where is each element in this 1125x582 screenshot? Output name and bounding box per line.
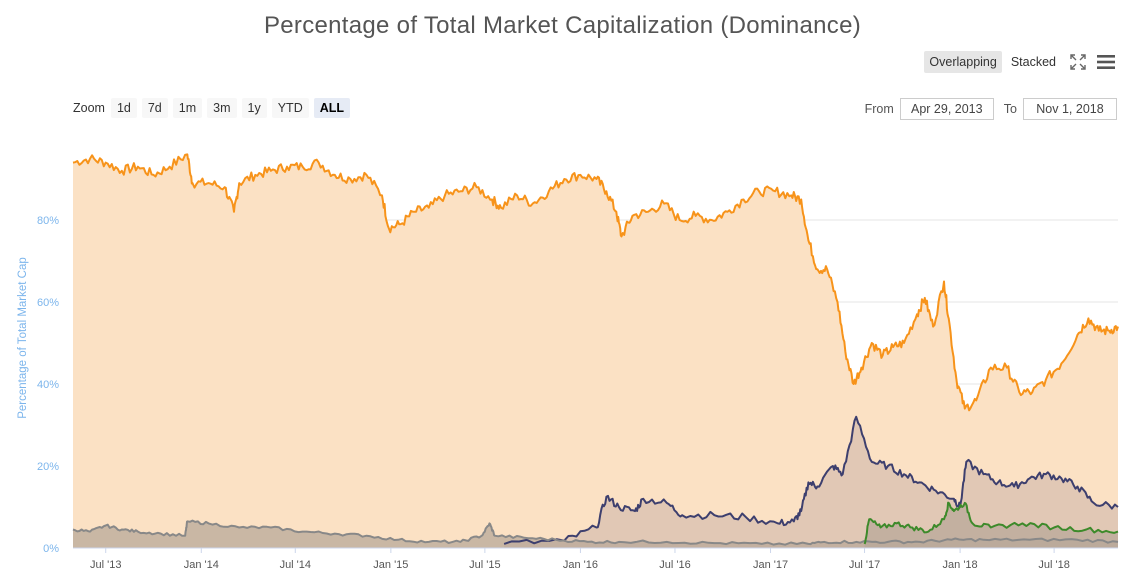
view-mode-toolbar: Overlapping Stacked bbox=[920, 51, 1117, 73]
x-tick-label: Jul '15 bbox=[469, 559, 500, 571]
zoom-label: Zoom bbox=[73, 101, 105, 115]
date-range: From Apr 29, 2013 To Nov 1, 2018 bbox=[865, 98, 1117, 120]
to-label: To bbox=[1003, 102, 1017, 116]
zoom-1m-button[interactable]: 1m bbox=[172, 98, 203, 118]
fullscreen-icon[interactable] bbox=[1067, 51, 1089, 73]
overlapping-button[interactable]: Overlapping bbox=[924, 51, 1002, 73]
series-1-area bbox=[73, 154, 1118, 548]
y-axis-title: Percentage of Total Market Cap bbox=[16, 257, 29, 419]
chart-title: Percentage of Total Market Capitalizatio… bbox=[263, 12, 862, 39]
series-4-line bbox=[863, 501, 1119, 545]
stacked-button[interactable]: Stacked bbox=[1010, 55, 1056, 69]
x-tick-label: Jul '13 bbox=[90, 559, 121, 571]
y-tick-label: 20% bbox=[37, 461, 59, 473]
series-4-area bbox=[864, 502, 1118, 548]
x-tick-label: Jul '18 bbox=[1038, 559, 1069, 571]
x-tick-label: Jan '18 bbox=[943, 559, 978, 571]
y-tick-label: 0% bbox=[43, 543, 59, 555]
x-tick-label: Jul '16 bbox=[659, 559, 690, 571]
x-tick-label: Jul '14 bbox=[280, 559, 311, 571]
x-tick-label: Jan '15 bbox=[373, 559, 408, 571]
zoom-all-button[interactable]: ALL bbox=[313, 98, 351, 118]
x-tick-label: Jan '17 bbox=[753, 559, 788, 571]
series-2-line bbox=[503, 415, 1119, 545]
x-tick-label: Jan '16 bbox=[563, 559, 598, 571]
series-3-area bbox=[73, 520, 1118, 548]
zoom-1y-button[interactable]: 1y bbox=[241, 98, 267, 118]
x-tick-label: Jan '14 bbox=[184, 559, 219, 571]
zoom-3m-button[interactable]: 3m bbox=[207, 98, 237, 118]
x-tick-label: Jul '17 bbox=[849, 559, 880, 571]
y-tick-label: 60% bbox=[37, 297, 59, 309]
zoom-ytd-button[interactable]: YTD bbox=[271, 98, 309, 118]
zoom-7d-button[interactable]: 7d bbox=[141, 98, 168, 118]
y-tick-label: 40% bbox=[37, 379, 59, 391]
y-tick-label: 80% bbox=[37, 215, 59, 227]
from-label: From bbox=[864, 102, 894, 116]
zoom-1d-button[interactable]: 1d bbox=[110, 98, 137, 118]
to-date-input[interactable]: Nov 1, 2018 bbox=[1023, 98, 1117, 120]
series-3-line bbox=[72, 519, 1119, 546]
series-1-line bbox=[72, 153, 1119, 412]
zoom-selector: Zoom 1d 7d 1m 3m 1y YTD ALL bbox=[73, 98, 355, 118]
from-date-input[interactable]: Apr 29, 2013 bbox=[899, 98, 994, 120]
hamburger-menu-icon[interactable] bbox=[1095, 51, 1117, 73]
